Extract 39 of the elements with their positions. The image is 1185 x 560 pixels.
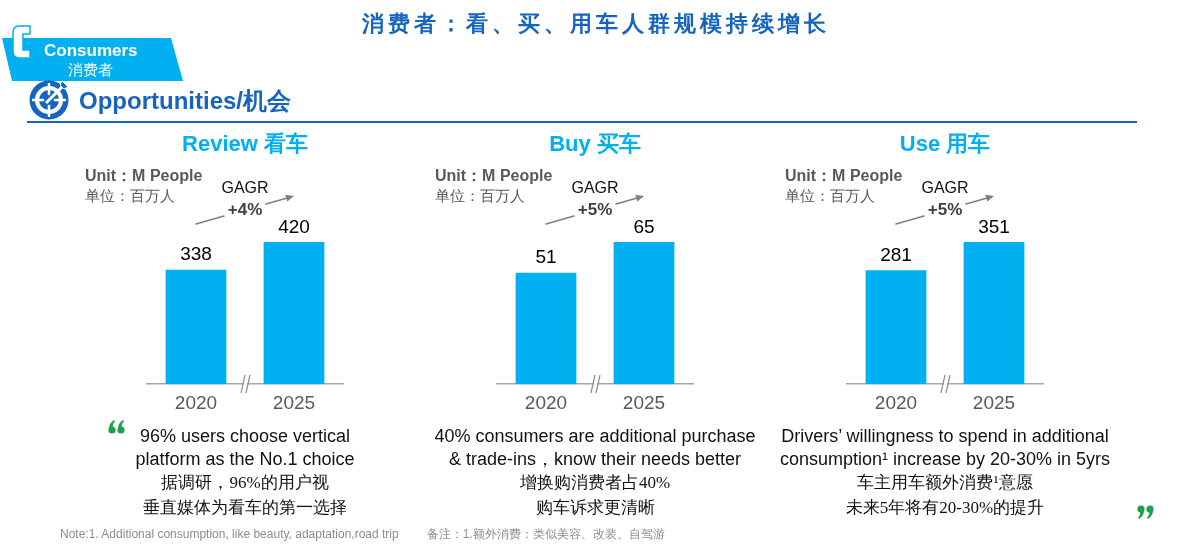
text: Drivers’ willingness to spend in additional consumption¹ increase by 20-30% in 5yrs bbox=[779, 425, 1111, 471]
text: 96% users choose vertical platform as the No.1 choice bbox=[135, 425, 355, 471]
x-tick-label: 2025 bbox=[972, 391, 1016, 413]
x-tick-label: 2020 bbox=[524, 391, 568, 413]
text: Consumers bbox=[44, 41, 138, 61]
data-label: 51 bbox=[535, 246, 557, 268]
text: GAGR +5% bbox=[921, 179, 969, 220]
x-tick-label: 2025 bbox=[622, 391, 666, 413]
text: 备注：1.额外消费：类似美容、改装、自驾游 bbox=[426, 527, 665, 541]
text: 未来5年将有20-30%的提升 bbox=[845, 497, 1045, 519]
x-tick-label: 2025 bbox=[272, 391, 316, 413]
data-label: 420 bbox=[278, 215, 310, 237]
text: 购车诉求更清晰 bbox=[535, 497, 655, 519]
text: 车主用车额外消费¹意愿 bbox=[857, 472, 1033, 494]
text: Unit：M People bbox=[435, 166, 553, 186]
data-label: 281 bbox=[880, 244, 912, 266]
text: 增换购消费者占40% bbox=[519, 472, 671, 494]
data-label: 65 bbox=[633, 215, 655, 237]
text: 消费者 bbox=[68, 61, 113, 80]
text: 消费者：看、买、用车人群规模持续增长 bbox=[362, 10, 830, 38]
text: GAGR +5% bbox=[571, 179, 619, 220]
text: 单位：百万人 bbox=[435, 187, 525, 206]
chart-title: Use 用车 bbox=[899, 130, 991, 158]
text: 据调研，96%的用户视 bbox=[161, 472, 329, 494]
chart-title: Review 看车 bbox=[182, 130, 308, 158]
text: Unit：M People bbox=[85, 166, 203, 186]
chart-title: Buy 买车 bbox=[549, 130, 641, 158]
text: 40% consumers are additional purchase & trade-ins，know their needs better bbox=[434, 425, 756, 471]
text: 垂直媒体为看车的第一选择 bbox=[143, 497, 347, 519]
x-tick-label: 2020 bbox=[874, 391, 918, 413]
text: 单位：百万人 bbox=[785, 187, 875, 206]
data-label: 338 bbox=[180, 243, 212, 265]
text: GAGR +4% bbox=[221, 179, 269, 220]
text: Opportunities/机会 bbox=[79, 86, 291, 116]
x-tick-label: 2020 bbox=[174, 391, 218, 413]
data-label: 351 bbox=[978, 215, 1010, 237]
text: 单位：百万人 bbox=[85, 187, 175, 206]
text: Note:1. Additional consumption, like beauty, adaptation,road trip bbox=[60, 527, 399, 541]
text: Unit：M People bbox=[785, 166, 903, 186]
